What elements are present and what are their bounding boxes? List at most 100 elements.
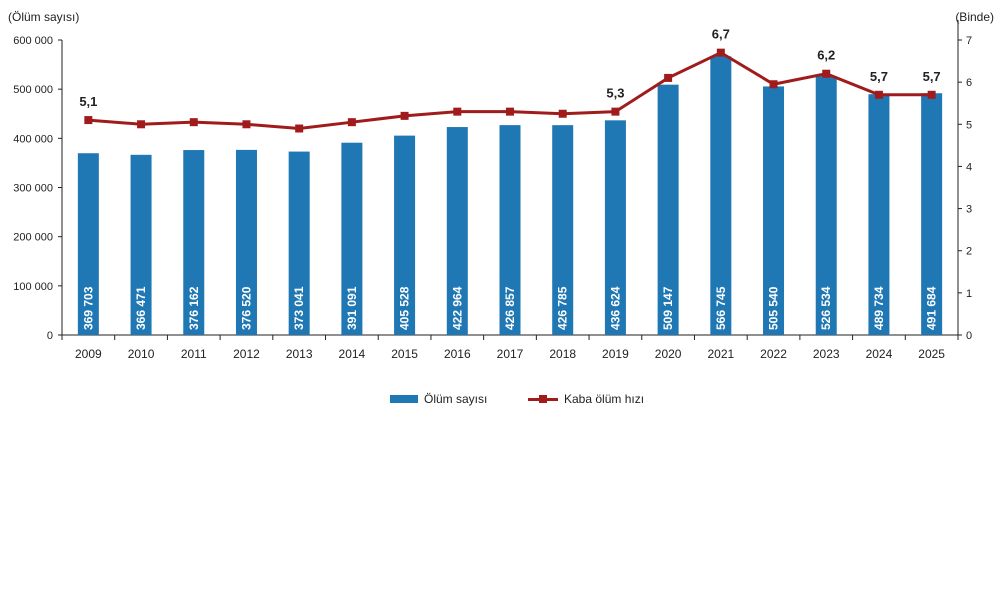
bar-data-label: 376 520 [239,286,253,330]
x-tick-label: 2017 [497,347,524,361]
line-data-label: 5,3 [606,86,624,101]
bar-data-label: 373 041 [292,286,306,330]
bar-data-label: 491 684 [925,286,939,330]
line-marker [453,107,462,116]
bar [657,84,679,335]
y-axis-left-title: (Ölüm sayısı) [8,10,79,24]
line-marker [927,90,936,99]
y-tick-label-right: 6 [966,77,972,89]
bar-data-label: 405 528 [398,286,412,330]
x-tick-label: 2014 [339,347,366,361]
x-tick-label: 2015 [391,347,418,361]
bar-data-label: 505 540 [767,286,781,330]
bar-data-label: 426 785 [556,286,570,330]
bar [288,151,310,335]
y-axis-right-title: (Binde) [955,10,994,24]
y-tick-label-left: 500 000 [13,84,53,96]
bar [341,142,363,335]
x-tick-label: 2016 [444,347,471,361]
line-data-label: 6,7 [712,27,730,42]
y-tick-label-right: 5 [966,119,972,131]
line-marker [769,80,778,89]
y-tick-label-right: 4 [966,161,972,173]
bar [815,76,837,335]
bar-data-label: 489 734 [872,286,886,330]
x-tick-label: 2011 [181,347,207,361]
line-data-label: 5,1 [79,94,97,109]
bar-data-label: 391 091 [345,286,359,330]
line-marker [295,124,304,133]
line-marker [84,116,93,125]
bar [604,120,626,335]
x-tick-label: 2021 [707,347,734,361]
line-series [84,48,936,133]
y-tick-label-right: 3 [966,204,972,216]
y-tick-label-left: 0 [47,330,53,342]
line-marker [874,90,883,99]
y-tick-label-right: 2 [966,246,972,258]
line-marker [611,107,620,116]
bar-data-label: 436 624 [608,286,622,330]
bar [183,150,205,335]
bar [552,125,574,336]
x-tick-label: 2018 [549,347,576,361]
x-tick-label: 2024 [866,347,893,361]
x-tick-label: 2022 [760,347,787,361]
x-tick-label: 2009 [75,347,102,361]
y-tick-label-left: 200 000 [13,232,53,244]
y-tick-label-right: 0 [966,330,972,342]
line-marker [716,48,725,57]
line-data-label: 5,7 [923,69,941,84]
bar [921,93,943,335]
axes: (Ölüm sayısı) (Binde) 0 100 000 200 000 300 0… [8,10,994,361]
line-marker [822,69,831,78]
legend-swatch-bar [390,395,418,403]
y-tick-label-left: 600 000 [13,35,53,47]
line-marker [242,120,251,129]
x-tick-label: 2010 [128,347,155,361]
bar [394,135,416,335]
bar [868,94,890,336]
bar [763,86,785,335]
bar-data-label: 426 857 [503,286,517,330]
legend-swatch-line [528,393,558,405]
bar-data-label: 566 745 [714,286,728,330]
line-marker [664,73,673,82]
line-marker [137,120,146,129]
bar-data-label: 369 703 [81,286,95,330]
x-tick-label: 2023 [813,347,840,361]
bar [499,125,521,336]
legend-item-line: Kaba ölüm hızı [528,385,644,413]
bar [77,153,99,335]
y-tick-label-right: 7 [966,35,972,47]
line-marker [189,118,198,127]
line-data-label: 5,7 [870,69,888,84]
y-tick-label-left: 100 000 [13,281,53,293]
x-tick-label: 2019 [602,347,629,361]
legend-item-bar: Ölüm sayısı [390,385,487,413]
legend: Ölüm sayısı Kaba ölüm hızı [0,385,1000,413]
bar [446,127,468,336]
line-marker [558,109,567,118]
bar-data-label: 509 147 [661,286,675,330]
line-marker [400,111,409,120]
line-data-label: 6,2 [817,48,835,63]
line-marker [347,118,356,127]
y-tick-label-left: 300 000 [13,183,53,195]
bar-data-label: 366 471 [134,286,148,330]
x-tick-label: 2013 [286,347,313,361]
y-tick-label-right: 1 [966,288,972,300]
y-tick-label-left: 400 000 [13,133,53,145]
x-tick-label: 2012 [233,347,260,361]
x-tick-label: 2025 [918,347,945,361]
bar-data-label: 422 964 [450,286,464,330]
bar [130,154,152,335]
bar-data-label: 376 162 [187,286,201,330]
data-labels: 369 703 366 471 376 162 376 520 373 041 391 0… [79,27,940,330]
bar-series [77,56,943,336]
x-tick-label: 2020 [655,347,682,361]
bar [235,149,257,335]
legend-label-line: Kaba ölüm hızı [564,392,645,406]
legend-label-bar: Ölüm sayısı [424,392,488,406]
